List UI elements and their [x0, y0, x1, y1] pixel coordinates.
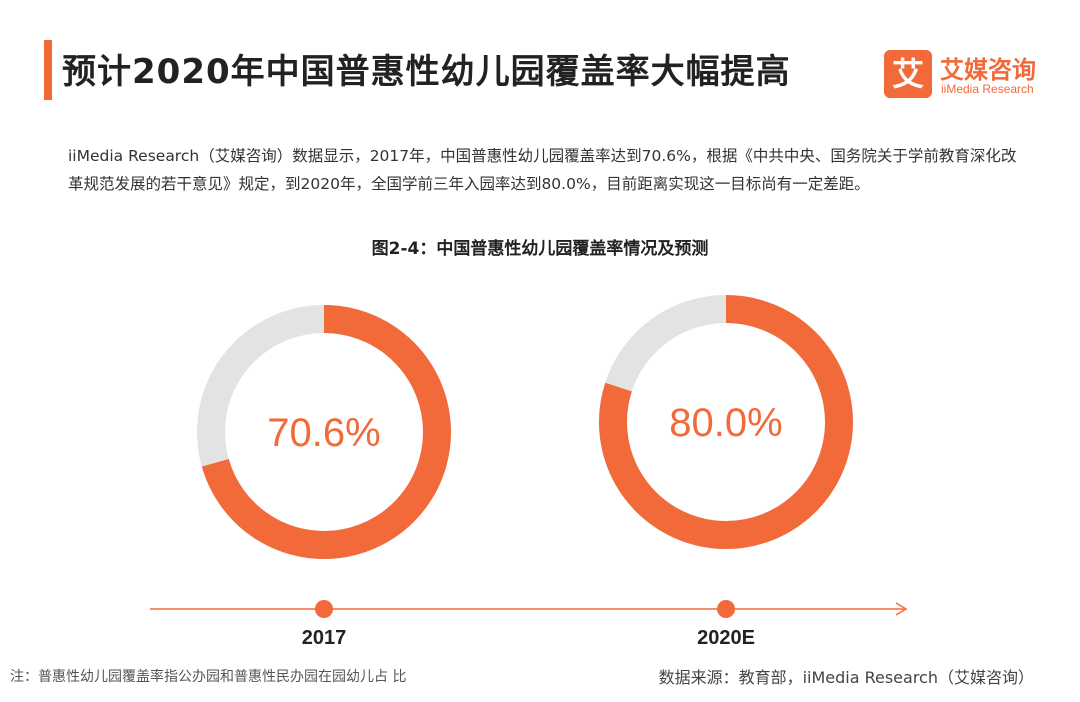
title-accent-bar: [44, 40, 52, 100]
timeline-arrowhead: [895, 602, 908, 616]
donut-value-label: 80.0%: [669, 401, 782, 445]
year-label: 2017: [302, 627, 347, 649]
data-source: 数据来源：教育部，iiMedia Research（艾媒咨询）: [658, 668, 1034, 687]
donut-value-arc: [599, 295, 853, 549]
donut-value-label: 70.6%: [267, 411, 380, 455]
year-label: 2020E: [697, 627, 755, 649]
logo-name-cn: 艾媒咨询: [940, 56, 1036, 84]
logo-mark: 艾: [884, 50, 932, 98]
timeline-dot: [717, 600, 735, 618]
page-title: 预计2020年中国普惠性幼儿园覆盖率大幅提高: [62, 52, 791, 92]
footnote: 注：普惠性幼儿园覆盖率指公办园和普惠性民办园在园幼儿占 比: [10, 669, 407, 685]
description-paragraph: iiMedia Research（艾媒咨询）数据显示，2017年，中国普惠性幼儿…: [68, 147, 1017, 193]
chart-title: 图2-4：中国普惠性幼儿园覆盖率情况及预测: [371, 239, 709, 259]
timeline-dot: [315, 600, 333, 618]
brand-logo: 艾 艾媒咨询 iiMedia Research: [884, 50, 1054, 100]
logo-name-en: iiMedia Research: [941, 82, 1034, 96]
donut-value-arc: [201, 305, 451, 559]
